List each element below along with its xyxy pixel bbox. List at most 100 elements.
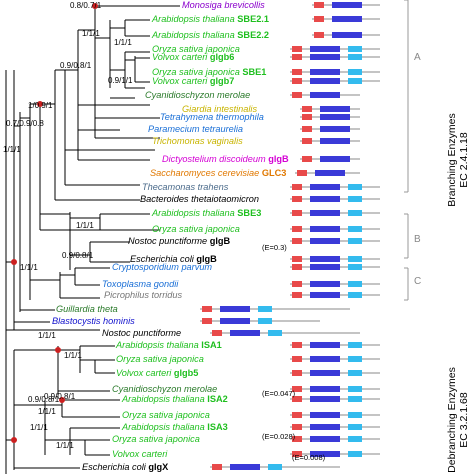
cbm48-domain xyxy=(292,424,302,430)
cbm48-domain xyxy=(292,342,302,348)
evalue-label: (E=0.047) xyxy=(262,389,296,398)
cbm48-domain xyxy=(292,396,302,402)
c-terminal-domain xyxy=(348,281,362,287)
node-markers xyxy=(11,3,98,443)
node-marker xyxy=(37,101,43,107)
cbm48-domain xyxy=(292,184,302,190)
taxon-species: Toxoplasma gondii xyxy=(102,279,179,289)
c-terminal-domain xyxy=(348,396,362,402)
taxon-gene: SBE3 xyxy=(235,208,262,218)
taxon-species: Cyanidioschyzon merolae xyxy=(112,384,217,394)
amylase-domain xyxy=(310,424,340,430)
taxon-label: Escherichia coli glgX xyxy=(82,462,169,472)
cbm48-domain xyxy=(302,106,312,112)
taxon-species: Oryza sativa japonica xyxy=(122,410,210,420)
svg-text:EC 2.4.1.18: EC 2.4.1.18 xyxy=(458,132,470,188)
evalue-label: (E=0.008) xyxy=(292,453,326,462)
cbm48-domain xyxy=(297,170,307,176)
svg-text:Branching Enzymes: Branching Enzymes xyxy=(446,113,458,206)
support-label: 1/1/1 xyxy=(3,145,21,154)
taxon-species: Oryza sativa japonica xyxy=(152,67,240,77)
amylase-domain xyxy=(310,342,340,348)
taxon-species: Arabidopsis thaliana xyxy=(121,422,205,432)
taxon-species: Nostoc punctiforme xyxy=(128,236,207,246)
taxon-label: Toxoplasma gondii xyxy=(102,279,179,289)
support-label: 1/1/1 xyxy=(56,441,74,450)
cbm48-domain xyxy=(292,292,302,298)
c-terminal-domain xyxy=(348,356,362,362)
amylase-domain xyxy=(310,226,340,232)
taxon-species: Volvox carteri xyxy=(152,52,208,62)
cbm48-domain xyxy=(292,264,302,270)
taxon-gene: glgB xyxy=(194,254,217,264)
taxon-species: Cyanidioschyzon merolae xyxy=(145,90,250,100)
cbm48-domain xyxy=(292,210,302,216)
amylase-domain xyxy=(310,412,340,418)
taxon-species: Arabidopsis thaliana xyxy=(121,394,205,404)
amylase-domain xyxy=(320,114,350,120)
amylase-domain xyxy=(310,238,340,244)
debranching-enzymes-label: Debranching Enzymes EC 3.2.1.68 xyxy=(446,367,470,473)
taxon-species: Arabidopsis thaliana xyxy=(151,30,235,40)
support-label: 1/1/1 xyxy=(20,263,38,272)
taxon-label: Oryza sativa japonica xyxy=(116,354,204,364)
taxon-gene: ISA3 xyxy=(205,422,228,432)
cbm48-domain xyxy=(292,238,302,244)
taxon-label: Arabidopsis thaliana SBE2.2 xyxy=(151,30,269,40)
taxon-label: Oryza sativa japonica xyxy=(122,410,210,420)
taxon-label: Volvox carteri glgb7 xyxy=(152,76,234,86)
taxon-species: Dictyostelium discoideum xyxy=(162,154,266,164)
taxon-species: Volvox carteri xyxy=(152,76,208,86)
taxon-label: Trichomonas vaginalis xyxy=(152,136,243,146)
c-terminal-domain xyxy=(348,292,362,298)
taxon-label: Escherichia coli glgB xyxy=(130,254,217,264)
support-label: 0.8/0.7/1 xyxy=(70,1,102,10)
taxon-species: Escherichia coli xyxy=(82,462,147,472)
amylase-domain xyxy=(320,138,350,144)
amylase-domain xyxy=(310,184,340,190)
taxon-species: Blastocystis hominis xyxy=(52,316,135,326)
node-marker xyxy=(11,437,17,443)
taxon-label: Guillardia theta xyxy=(56,304,118,314)
taxon-species: Oryza sativa japonica xyxy=(112,434,200,444)
taxon-species: Oryza sativa japonica xyxy=(152,224,240,234)
taxon-gene: glgB xyxy=(207,236,230,246)
cbm48-domain xyxy=(292,281,302,287)
taxon-gene: glgX xyxy=(146,462,169,472)
support-label: 1/1/1 xyxy=(82,29,100,38)
cbm48-domain xyxy=(212,464,222,470)
taxon-gene: ISA2 xyxy=(205,394,228,404)
taxon-label: Arabidopsis thaliana ISA2 xyxy=(121,394,228,404)
taxon-label: Arabidopsis thaliana SBE3 xyxy=(151,208,261,218)
taxon-label: Nostoc punctiforme xyxy=(102,328,181,338)
cbm48-domain xyxy=(302,156,312,162)
amylase-domain xyxy=(230,330,260,336)
cbm48-domain xyxy=(202,318,212,324)
cbm48-domain xyxy=(314,2,324,8)
taxon-species: Bacteroides thetaiotaomicron xyxy=(140,194,259,204)
taxon-gene: SBE2.1 xyxy=(235,14,269,24)
support-labels: 0.8/0.7/1 1/1/1 0.9/0.8/1 1/1/1 0.9/1/1 … xyxy=(3,1,133,450)
amylase-domain xyxy=(315,170,345,176)
taxon-label: Paramecium tetraurelia xyxy=(148,124,243,134)
amylase-domain xyxy=(310,396,340,402)
amylase-domain xyxy=(320,106,350,112)
taxon-gene: glgb6 xyxy=(207,52,234,62)
taxon-label: Volvox carteri xyxy=(112,449,168,459)
support-label: 0.9/0.8/1 xyxy=(44,392,76,401)
section-brackets: A B C xyxy=(404,0,421,301)
taxon-label: Giardia intestinalis xyxy=(182,104,257,114)
cbm48-domain xyxy=(292,386,302,392)
cbm48-domain xyxy=(292,69,302,75)
taxon-gene: SBE2.2 xyxy=(235,30,269,40)
cbm48-domain xyxy=(314,16,324,22)
taxon-label: Arabidopsis thaliana ISA3 xyxy=(121,422,228,432)
taxon-species: Guillardia theta xyxy=(56,304,118,314)
support-label: 1/1/1 xyxy=(114,38,132,47)
taxon-label: Blastocystis hominis xyxy=(52,316,135,326)
c-terminal-domain xyxy=(348,436,362,442)
amylase-domain xyxy=(332,2,362,8)
taxon-species: Thecamonas trahens xyxy=(142,182,229,192)
cbm48-domain xyxy=(292,196,302,202)
